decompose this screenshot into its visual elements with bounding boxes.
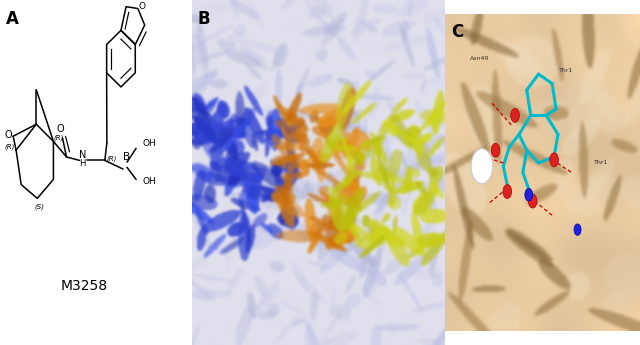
Text: (S): (S) xyxy=(35,204,44,210)
Text: H: H xyxy=(79,159,86,168)
Text: (R): (R) xyxy=(5,144,15,150)
Text: OH: OH xyxy=(142,177,156,186)
Text: O: O xyxy=(4,130,12,139)
Text: (R): (R) xyxy=(53,135,63,141)
Text: OH: OH xyxy=(142,139,156,148)
Text: O: O xyxy=(139,2,146,11)
Text: (R): (R) xyxy=(107,156,117,162)
Circle shape xyxy=(574,224,581,235)
Circle shape xyxy=(550,153,559,167)
Circle shape xyxy=(525,188,532,201)
Circle shape xyxy=(503,185,511,198)
Circle shape xyxy=(511,108,520,122)
Text: A: A xyxy=(6,10,19,28)
Text: B: B xyxy=(124,152,131,162)
Circle shape xyxy=(492,143,500,157)
Text: Thr1: Thr1 xyxy=(559,68,573,73)
Text: O: O xyxy=(57,125,64,134)
Text: N: N xyxy=(79,150,86,160)
Text: Asn49: Asn49 xyxy=(470,56,490,61)
Circle shape xyxy=(471,149,493,184)
Text: Thr1: Thr1 xyxy=(594,160,608,166)
Circle shape xyxy=(529,194,537,208)
Text: C: C xyxy=(451,23,463,41)
Text: B: B xyxy=(197,10,210,28)
Text: M3258: M3258 xyxy=(61,279,108,293)
